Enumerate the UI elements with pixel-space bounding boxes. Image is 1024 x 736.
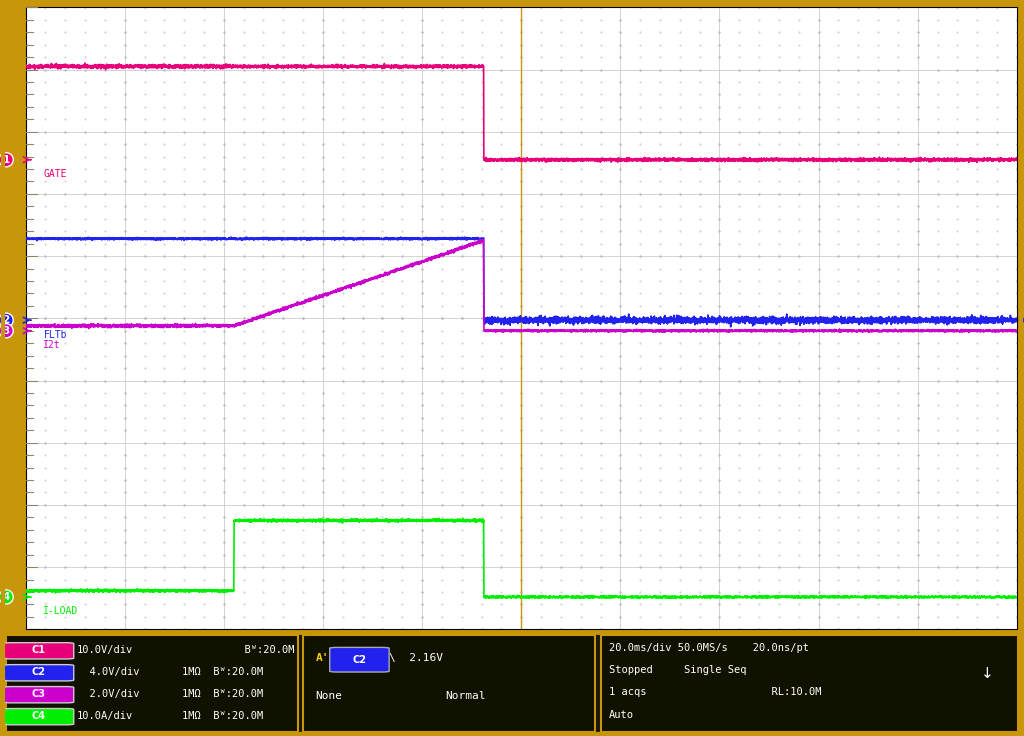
Bar bbox=[303, 634, 595, 732]
Text: 3: 3 bbox=[2, 326, 10, 336]
Text: 1MΩ  Bᵂ:20.0M: 1MΩ Bᵂ:20.0M bbox=[182, 668, 263, 677]
Text: 2: 2 bbox=[2, 315, 10, 325]
Text: FLTb: FLTb bbox=[43, 330, 67, 339]
Text: ↓: ↓ bbox=[981, 666, 993, 681]
Text: C2: C2 bbox=[32, 668, 46, 677]
Text: I-LOAD: I-LOAD bbox=[43, 606, 79, 616]
Text: 1 acqs                    RL:10.0M: 1 acqs RL:10.0M bbox=[609, 687, 822, 697]
Text: 1MΩ  Bᵂ:20.0M: 1MΩ Bᵂ:20.0M bbox=[182, 689, 263, 699]
Text: Stopped     Single Seq: Stopped Single Seq bbox=[609, 665, 746, 675]
Text: C4: C4 bbox=[32, 711, 46, 721]
Text: 10.0A/div: 10.0A/div bbox=[77, 711, 133, 721]
Text: 10.0V/div: 10.0V/div bbox=[77, 645, 133, 655]
Text: 1: 1 bbox=[2, 155, 10, 165]
Text: 4: 4 bbox=[2, 592, 10, 602]
Text: 1MΩ  Bᵂ:20.0M: 1MΩ Bᵂ:20.0M bbox=[182, 711, 263, 721]
Bar bbox=[6, 634, 298, 732]
Text: C1: C1 bbox=[32, 645, 46, 655]
Text: \  2.16V: \ 2.16V bbox=[389, 653, 443, 662]
Text: C3: C3 bbox=[32, 689, 46, 699]
Text: Bᵂ:20.0M: Bᵂ:20.0M bbox=[182, 645, 295, 655]
Text: 4.0V/div: 4.0V/div bbox=[77, 668, 139, 677]
Text: 20.0ms/div 50.0MS/s    20.0ns/pt: 20.0ms/div 50.0MS/s 20.0ns/pt bbox=[609, 643, 809, 654]
Text: Normal: Normal bbox=[445, 691, 486, 701]
FancyBboxPatch shape bbox=[330, 648, 389, 672]
Text: C2: C2 bbox=[352, 655, 367, 665]
Text: 2.0V/div: 2.0V/div bbox=[77, 689, 139, 699]
FancyBboxPatch shape bbox=[4, 665, 74, 681]
FancyBboxPatch shape bbox=[4, 643, 74, 659]
Text: GATE: GATE bbox=[43, 169, 67, 179]
Text: A': A' bbox=[315, 653, 329, 662]
FancyBboxPatch shape bbox=[4, 709, 74, 725]
FancyBboxPatch shape bbox=[4, 687, 74, 703]
Bar bbox=[601, 634, 1018, 732]
Text: Auto: Auto bbox=[609, 710, 634, 720]
Text: I2t: I2t bbox=[43, 340, 61, 350]
Text: None: None bbox=[315, 691, 342, 701]
